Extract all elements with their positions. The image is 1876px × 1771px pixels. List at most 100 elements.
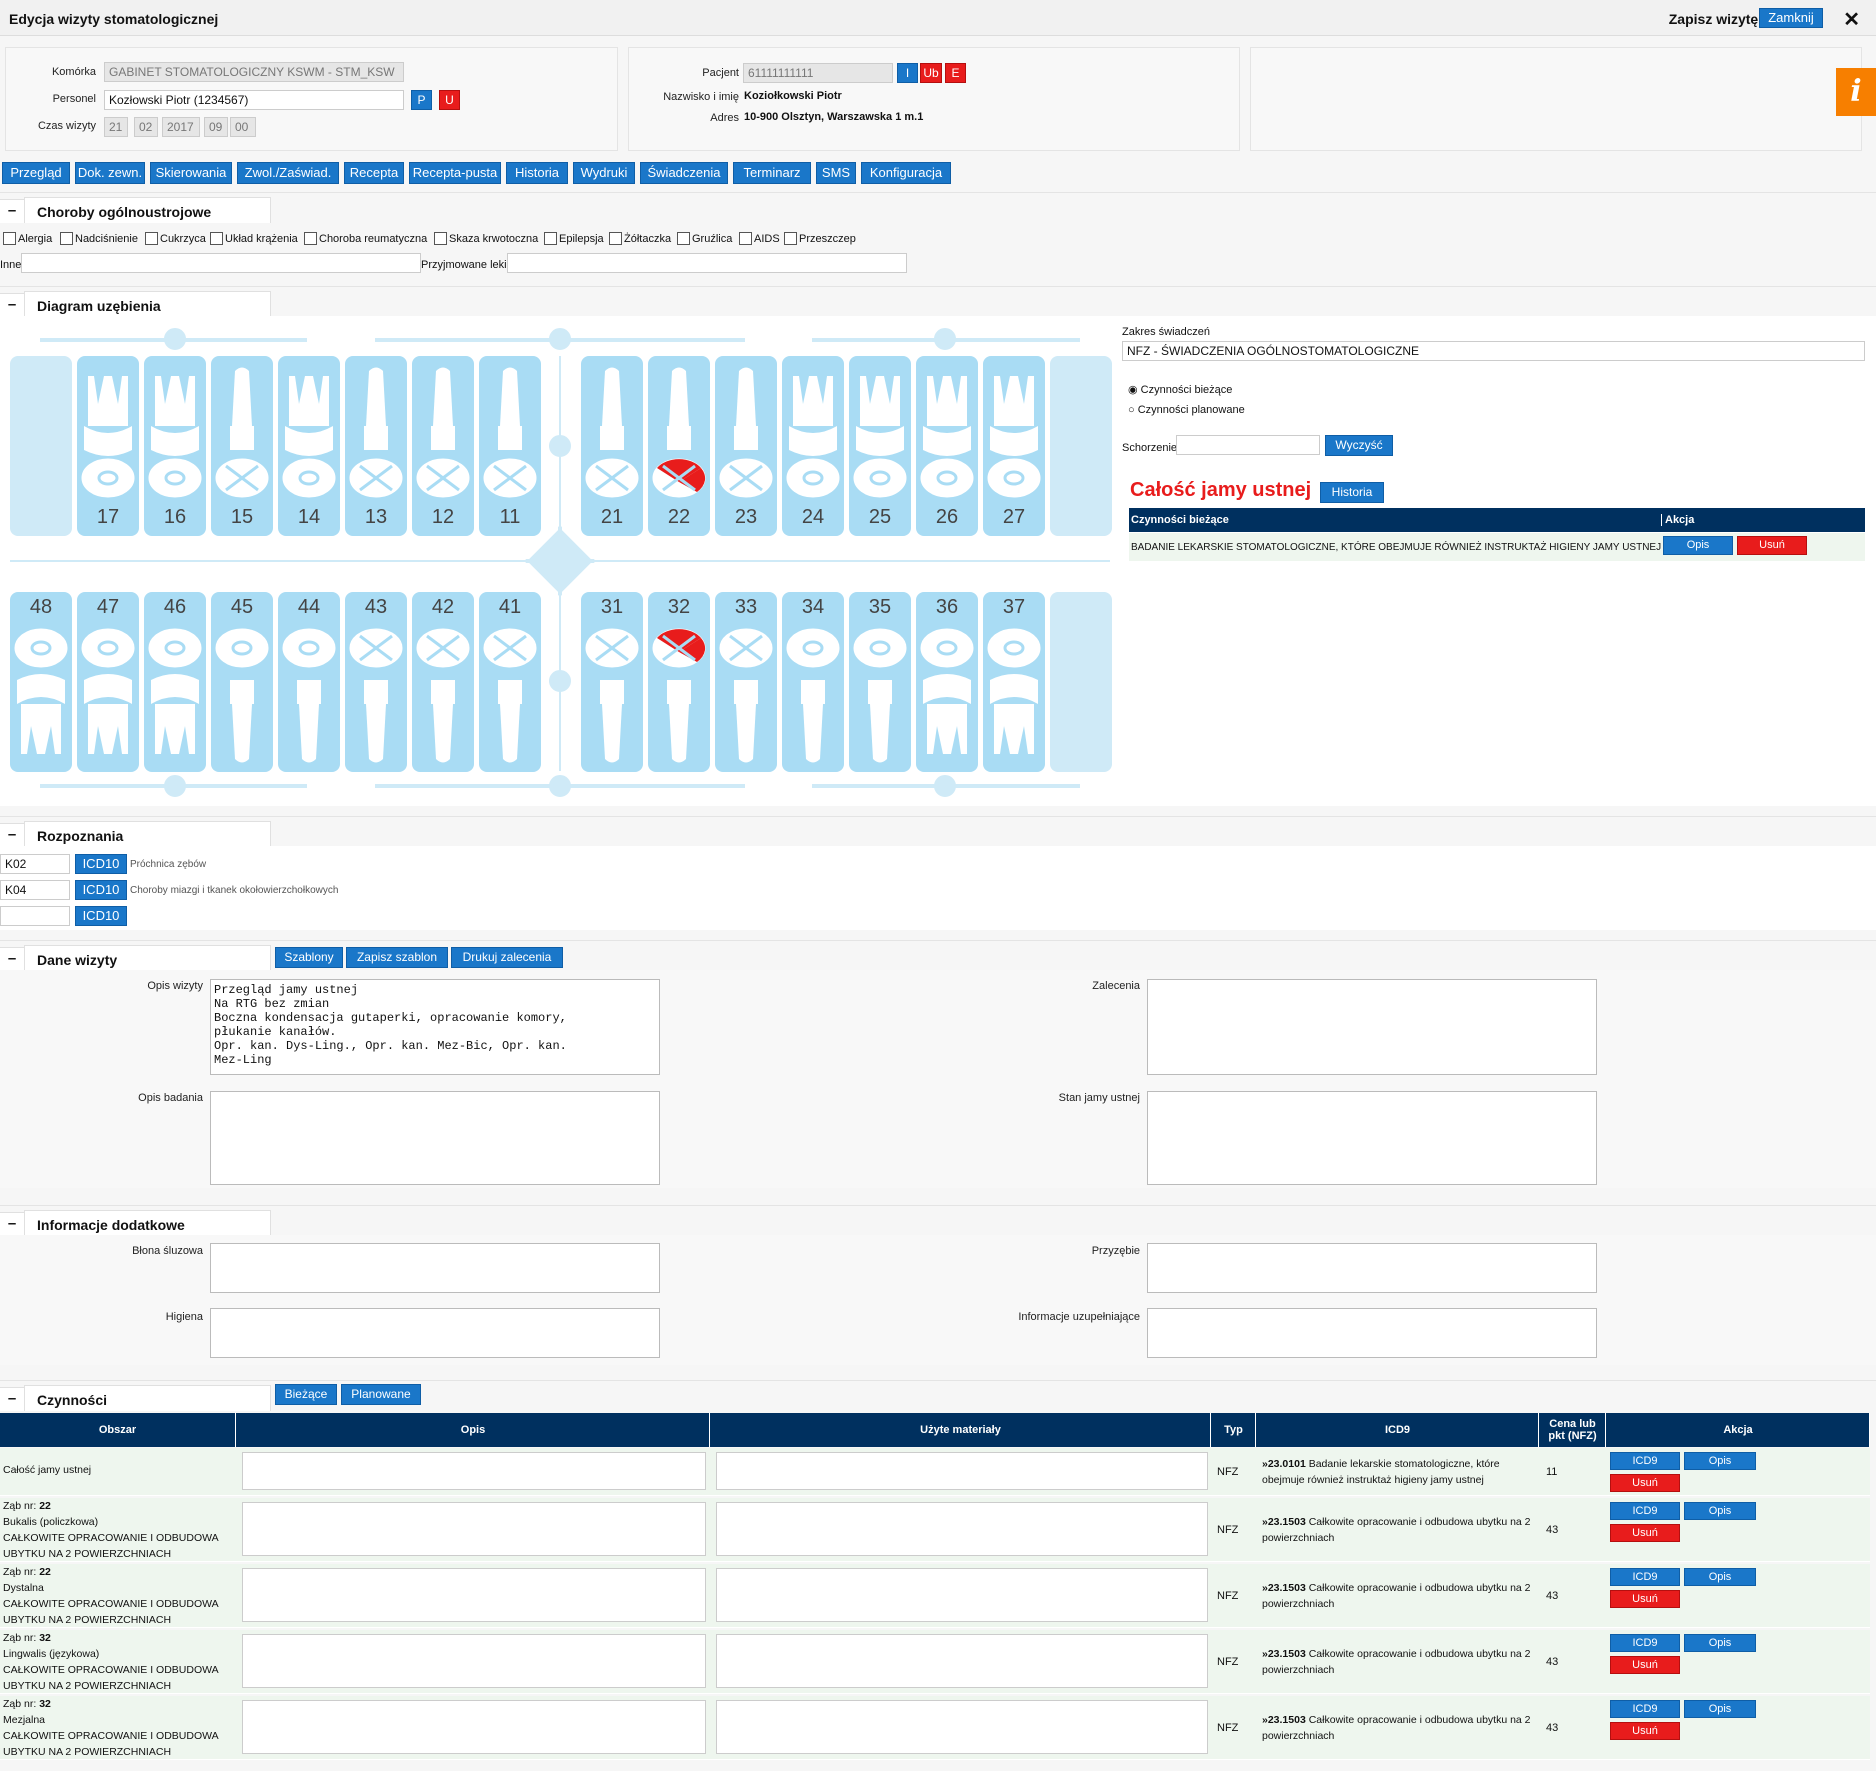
minute-input[interactable]: 00	[230, 117, 256, 137]
tooth-34[interactable]: 34	[782, 592, 844, 772]
staff-p-button[interactable]: P	[411, 90, 432, 110]
activity-opis-button[interactable]: Opis	[1663, 536, 1733, 555]
tooth-14[interactable]: 14	[278, 356, 340, 536]
checkbox-box[interactable]	[60, 232, 73, 245]
staff-input[interactable]: Kozłowski Piotr (1234567)	[104, 90, 404, 110]
tooth-15[interactable]: 15	[211, 356, 273, 536]
activity-desc-textarea[interactable]	[242, 1568, 706, 1622]
templates-button[interactable]: Szablony	[275, 947, 343, 968]
current-tab-button[interactable]: Bieżące	[275, 1384, 337, 1405]
nav-button-11[interactable]: Konfiguracja	[861, 162, 951, 184]
radio-planned[interactable]: ○ Czynności planowane	[1128, 404, 1245, 416]
disease-filter-input[interactable]	[1176, 435, 1320, 455]
disease-checkbox-4[interactable]: Choroba reumatyczna	[304, 232, 427, 245]
tooth-17[interactable]: 17	[77, 356, 139, 536]
tooth-27[interactable]: 27	[983, 356, 1045, 536]
nav-button-1[interactable]: Dok. zewn.	[75, 162, 145, 184]
row-icd9-button[interactable]: ICD9	[1610, 1700, 1680, 1718]
icd10-button[interactable]: ICD10	[75, 880, 127, 900]
activity-materials-textarea[interactable]	[716, 1634, 1208, 1688]
checkbox-box[interactable]	[210, 232, 223, 245]
collapse-diseases-button[interactable]: –	[0, 199, 24, 223]
radio-current[interactable]: ◉ Czynności bieżące	[1128, 384, 1233, 396]
nav-button-8[interactable]: Świadczenia	[640, 162, 728, 184]
checkbox-box[interactable]	[544, 232, 557, 245]
disease-checkbox-1[interactable]: Nadciśnienie	[60, 232, 138, 245]
icd10-button[interactable]: ICD10	[75, 906, 127, 926]
planned-tab-button[interactable]: Planowane	[341, 1384, 421, 1405]
tooth-42[interactable]: 42	[412, 592, 474, 772]
mouth-state-textarea[interactable]	[1147, 1091, 1597, 1185]
visit-desc-textarea[interactable]: Przegląd jamy ustnej Na RTG bez zmian Bo…	[210, 979, 660, 1075]
row-opis-button[interactable]: Opis	[1684, 1568, 1756, 1586]
tooth-43[interactable]: 43	[345, 592, 407, 772]
tooth-47[interactable]: 47	[77, 592, 139, 772]
activity-materials-textarea[interactable]	[716, 1452, 1208, 1490]
scope-select[interactable]: NFZ - ŚWIADCZENIA OGÓLNOSTOMATOLOGICZNE	[1122, 341, 1865, 361]
row-icd9-button[interactable]: ICD9	[1610, 1452, 1680, 1470]
disease-checkbox-9[interactable]: AIDS	[739, 232, 780, 245]
close-icon[interactable]: ✕	[1843, 9, 1860, 31]
row-icd9-button[interactable]: ICD9	[1610, 1634, 1680, 1652]
nav-button-7[interactable]: Wydruki	[573, 162, 635, 184]
save-template-button[interactable]: Zapisz szablon	[346, 947, 448, 968]
collapse-activities-button[interactable]: –	[0, 1387, 24, 1411]
tooth-41[interactable]: 41	[479, 592, 541, 772]
tooth-23[interactable]: 23	[715, 356, 777, 536]
row-icd9-button[interactable]: ICD9	[1610, 1568, 1680, 1586]
tooth-22[interactable]: 22	[648, 356, 710, 536]
tooth-13[interactable]: 13	[345, 356, 407, 536]
checkbox-box[interactable]	[304, 232, 317, 245]
row-opis-button[interactable]: Opis	[1684, 1452, 1756, 1470]
disease-checkbox-0[interactable]: Alergia	[3, 232, 52, 245]
tooth-46[interactable]: 46	[144, 592, 206, 772]
nav-button-3[interactable]: Zwol./Zaświad.	[237, 162, 339, 184]
diagnosis-code-input[interactable]: K04	[0, 880, 70, 900]
tooth-26[interactable]: 26	[916, 356, 978, 536]
checkbox-box[interactable]	[3, 232, 16, 245]
collapse-diagnoses-button[interactable]: –	[0, 823, 24, 847]
staff-u-button[interactable]: U	[439, 90, 460, 110]
disease-checkbox-7[interactable]: Żółtaczka	[609, 232, 671, 245]
disease-checkbox-5[interactable]: Skaza krwotoczna	[434, 232, 538, 245]
save-close-button[interactable]: Zamknij	[1759, 8, 1823, 28]
nav-button-4[interactable]: Recepta	[344, 162, 404, 184]
tooth-45[interactable]: 45	[211, 592, 273, 772]
year-input[interactable]: 2017	[162, 117, 200, 137]
row-opis-button[interactable]: Opis	[1684, 1502, 1756, 1520]
activity-desc-textarea[interactable]	[242, 1634, 706, 1688]
checkbox-box[interactable]	[784, 232, 797, 245]
disease-checkbox-6[interactable]: Epilepsja	[544, 232, 604, 245]
tooth-33[interactable]: 33	[715, 592, 777, 772]
hour-input[interactable]: 09	[204, 117, 228, 137]
tooth-37[interactable]: 37	[983, 592, 1045, 772]
tooth-21[interactable]: 21	[581, 356, 643, 536]
disease-checkbox-8[interactable]: Gruźlica	[677, 232, 732, 245]
checkbox-box[interactable]	[434, 232, 447, 245]
info-icon[interactable]: i	[1836, 68, 1876, 116]
collapse-visit-button[interactable]: –	[0, 947, 24, 971]
patient-pesel-input[interactable]: 61111111111	[743, 63, 893, 83]
diagnosis-code-input[interactable]	[0, 906, 70, 926]
additional-info-textarea[interactable]	[1147, 1308, 1597, 1358]
icd10-button[interactable]: ICD10	[75, 854, 127, 874]
meds-input[interactable]	[507, 253, 907, 273]
row-opis-button[interactable]: Opis	[1684, 1634, 1756, 1652]
collapse-diagram-button[interactable]: –	[0, 293, 24, 317]
row-usun-button[interactable]: Usuń	[1610, 1474, 1680, 1492]
tooth-32[interactable]: 32	[648, 592, 710, 772]
activity-usun-button[interactable]: Usuń	[1737, 536, 1807, 555]
month-input[interactable]: 02	[134, 117, 158, 137]
row-icd9-button[interactable]: ICD9	[1610, 1502, 1680, 1520]
exam-desc-textarea[interactable]	[210, 1091, 660, 1185]
disease-checkbox-10[interactable]: Przeszczep	[784, 232, 856, 245]
row-usun-button[interactable]: Usuń	[1610, 1656, 1680, 1674]
nav-button-5[interactable]: Recepta-pusta	[409, 162, 501, 184]
tooth-25[interactable]: 25	[849, 356, 911, 536]
activity-desc-textarea[interactable]	[242, 1502, 706, 1556]
checkbox-box[interactable]	[145, 232, 158, 245]
activity-materials-textarea[interactable]	[716, 1502, 1208, 1556]
nav-button-9[interactable]: Terminarz	[733, 162, 811, 184]
tooth-11[interactable]: 11	[479, 356, 541, 536]
nav-button-10[interactable]: SMS	[816, 162, 856, 184]
